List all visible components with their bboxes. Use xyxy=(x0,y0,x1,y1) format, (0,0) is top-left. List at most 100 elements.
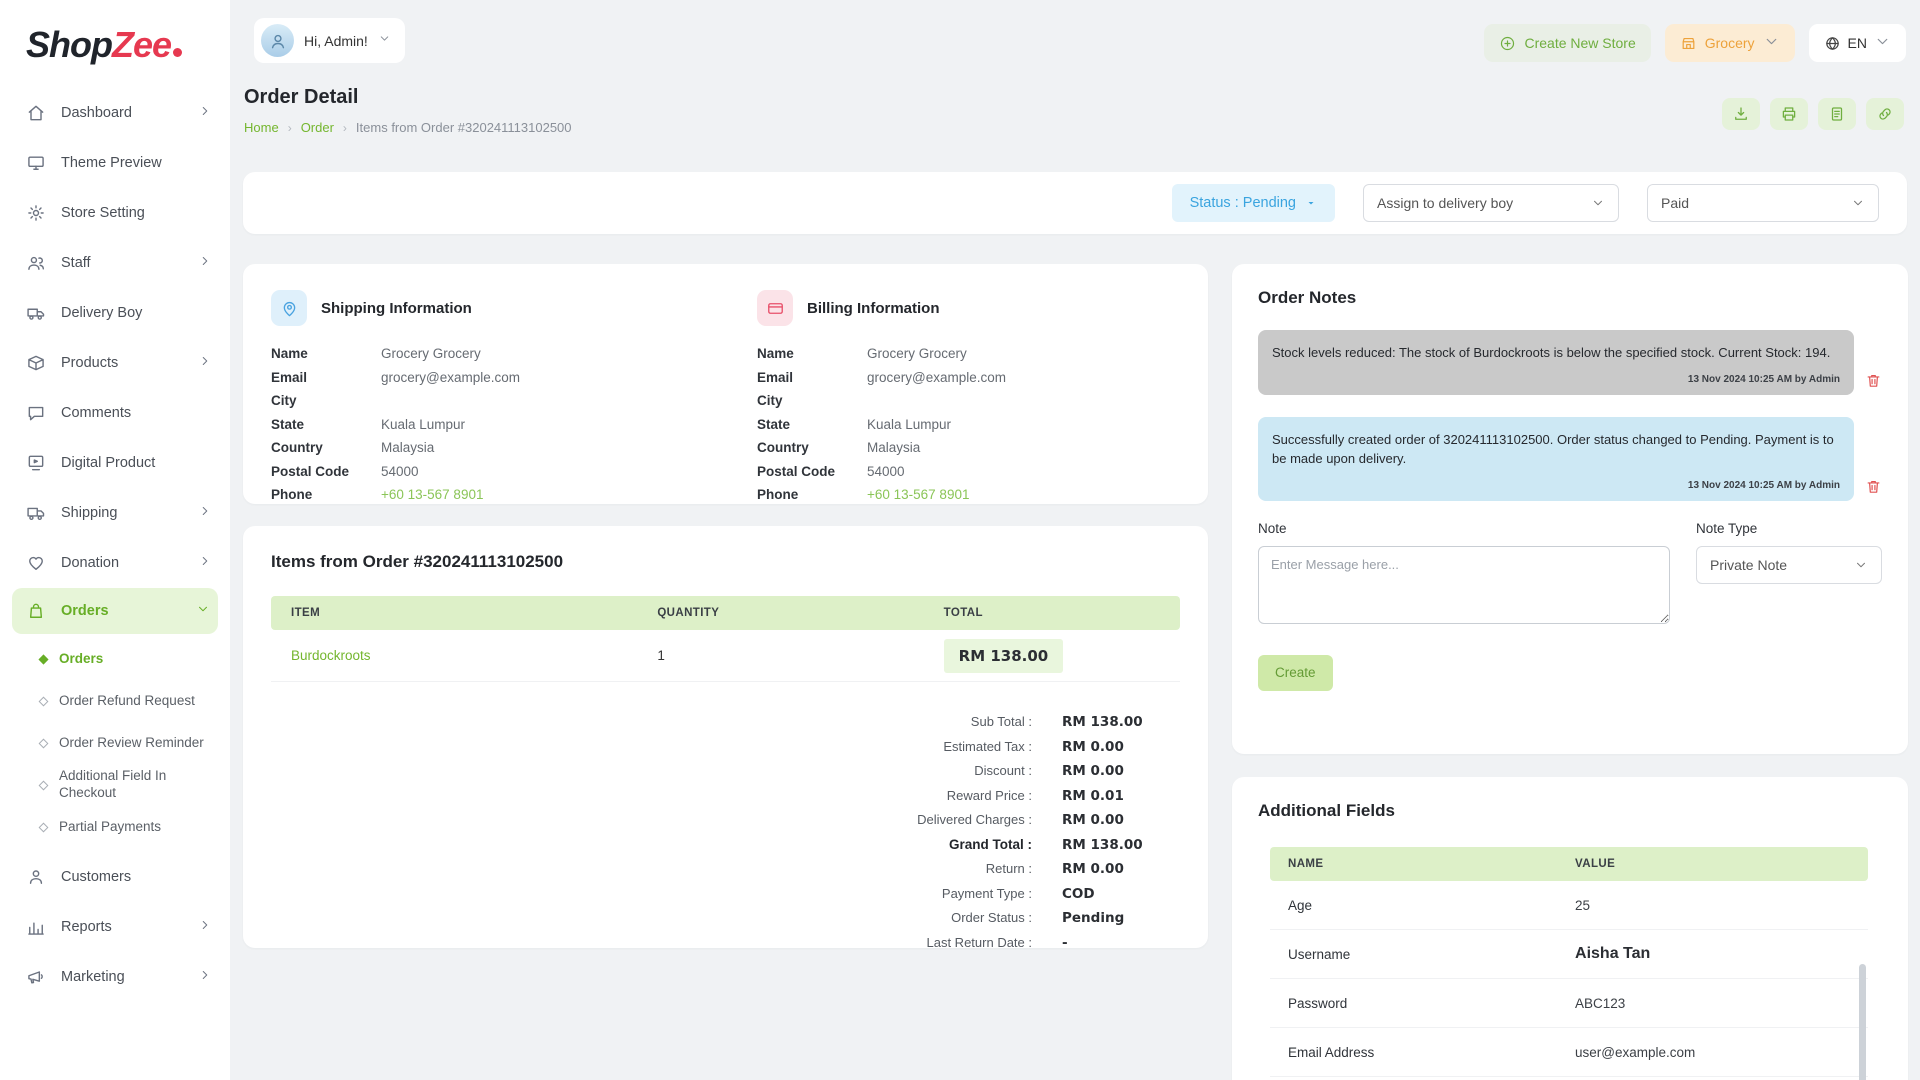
field-name: Password xyxy=(1288,995,1348,1011)
sidebar-item-label: Staff xyxy=(61,255,91,271)
billing-row-postal-code: Postal Code 54000 xyxy=(757,463,905,479)
store-selector-button[interactable]: Grocery xyxy=(1664,24,1795,62)
submenu-item-label: Orders xyxy=(59,650,104,666)
location-pin-icon xyxy=(271,290,307,326)
shipping-row-postal-code: Postal Code 54000 xyxy=(271,463,419,479)
field-value: ABC123 xyxy=(1575,995,1626,1011)
order-toolbar: Status : Pending Assign to delivery boy … xyxy=(243,172,1907,234)
billing-phone-link[interactable]: +60 13-567 8901 xyxy=(867,487,970,502)
home-icon xyxy=(28,105,44,121)
summary-row-return: Return : RM 0.00 xyxy=(985,861,1124,877)
table-row: Email Address user@example.com xyxy=(1270,1028,1868,1077)
chevron-right-icon xyxy=(198,968,212,986)
sidebar-item-customers[interactable]: Customers xyxy=(0,852,230,902)
download-icon xyxy=(1735,107,1747,120)
table-scrollbar[interactable] xyxy=(1859,964,1866,1080)
shipping-row-name: Name Grocery Grocery xyxy=(271,346,481,361)
note-type-select[interactable]: Private Note xyxy=(1696,545,1882,584)
sidebar-item-theme-preview[interactable]: Theme Preview xyxy=(0,138,230,188)
additional-fields-card: Additional Fields NAME VALUE Age 25 User… xyxy=(1232,777,1908,1080)
billing-title: Billing Information xyxy=(807,299,940,317)
shopzee-logo[interactable]: ShopZee xyxy=(0,0,230,66)
diamond-icon xyxy=(38,780,49,790)
shipping-row-email: Email grocery@example.com xyxy=(271,369,521,385)
submenu-item-order-review-reminder[interactable]: Order Review Reminder xyxy=(0,722,230,764)
shipping-row-state: State Kuala Lumpur xyxy=(271,416,466,432)
submenu-item-additional-field-in-checkout[interactable]: Additional Field In Checkout xyxy=(0,764,200,806)
trash-icon xyxy=(1867,374,1880,387)
order-summary: Sub Total : RM 138.00 Estimated Tax : RM 0… xyxy=(271,710,1180,955)
sidebar-item-comments[interactable]: Comments xyxy=(0,388,230,438)
delete-note-button[interactable] xyxy=(1865,372,1882,392)
shipping-billing-card: Shipping Information Name Grocery Grocery… xyxy=(243,264,1208,504)
shipping-phone-link[interactable]: +60 13-567 8901 xyxy=(381,487,484,502)
invoice-button[interactable] xyxy=(1818,98,1856,130)
breadcrumb-order[interactable]: Order xyxy=(300,120,334,135)
submenu-item-order-refund-request[interactable]: Order Refund Request xyxy=(0,680,230,722)
sidebar-item-label: Products xyxy=(61,355,119,371)
language-selector-button[interactable]: EN xyxy=(1808,24,1906,62)
sidebar-item-reports[interactable]: Reports xyxy=(0,902,230,952)
storefront-icon xyxy=(1682,37,1695,49)
note-text: Stock levels reduced: The stock of Burdo… xyxy=(1272,345,1831,360)
chevron-down-icon xyxy=(378,32,391,50)
sidebar-item-label: Digital Product xyxy=(61,455,156,471)
billing-row-country: Country Malaysia xyxy=(757,440,921,455)
page-title: Order Detail xyxy=(244,86,359,108)
item-name-link[interactable]: Burdockroots xyxy=(291,648,371,663)
sidebar-item-dashboard[interactable]: Dashboard xyxy=(0,88,230,138)
table-row: Burdockroots 1 RM 138.00 xyxy=(271,630,1180,682)
note-meta: 13 Nov 2024 10:25 AM by Admin xyxy=(1687,479,1840,491)
print-button[interactable] xyxy=(1770,98,1808,130)
monitor-icon xyxy=(28,156,44,170)
table-row: Password ABC123 xyxy=(1270,979,1868,1028)
user-icon xyxy=(29,870,43,884)
delete-note-button[interactable] xyxy=(1865,478,1882,498)
additional-fields-header: NAME VALUE xyxy=(1270,847,1868,881)
submenu-item-label: Order Refund Request xyxy=(59,692,195,708)
chevron-down-icon xyxy=(196,602,210,620)
sidebar-item-label: Theme Preview xyxy=(61,155,162,171)
note-type-value: Private Note xyxy=(1710,556,1788,573)
items-table-header: ITEM QUANTITY TOTAL xyxy=(271,596,1180,630)
submenu-item-orders[interactable]: Orders xyxy=(0,638,230,680)
item-total: RM 138.00 xyxy=(943,638,1064,673)
assign-delivery-boy-select[interactable]: Assign to delivery boy xyxy=(1363,184,1619,222)
billing-row-phone: Phone +60 13-567 8901 xyxy=(757,483,1180,507)
field-name: Email Address xyxy=(1288,1044,1375,1060)
sidebar-item-delivery-boy[interactable]: Delivery Boy xyxy=(0,288,230,338)
items-section-title: Items from Order #320241113102500 xyxy=(271,552,564,571)
sidebar-nav: Dashboard Theme Preview Store Setting St… xyxy=(0,88,230,1002)
topbar-actions: Create New Store Grocery EN xyxy=(1484,24,1906,62)
summary-row-reward-price: Reward Price : RM 0.01 xyxy=(946,787,1124,804)
note-message-input[interactable] xyxy=(1258,545,1670,624)
chevron-right-icon xyxy=(198,254,212,272)
note-entry: Stock levels reduced: The stock of Burdo… xyxy=(1258,330,1882,395)
payment-status-select[interactable]: Paid xyxy=(1647,184,1879,222)
sidebar-item-products[interactable]: Products xyxy=(0,338,230,388)
sidebar-item-marketing[interactable]: Marketing xyxy=(0,952,230,1002)
document-icon xyxy=(1831,107,1843,121)
sidebar-item-shipping[interactable]: Shipping xyxy=(0,488,230,538)
create-note-button[interactable]: Create xyxy=(1258,654,1333,691)
sidebar-item-donation[interactable]: Donation xyxy=(0,538,230,588)
sidebar-item-staff[interactable]: Staff xyxy=(0,238,230,288)
download-button[interactable] xyxy=(1722,98,1760,130)
users-icon xyxy=(28,256,45,270)
sidebar-item-digital-product[interactable]: Digital Product xyxy=(0,438,230,488)
diamond-icon xyxy=(38,738,49,748)
copy-link-button[interactable] xyxy=(1866,98,1904,130)
user-menu[interactable]: Hi, Admin! xyxy=(254,18,405,63)
chevron-down-icon xyxy=(1763,33,1780,53)
sidebar-item-orders[interactable]: Orders xyxy=(12,588,218,634)
submenu-item-partial-payments[interactable]: Partial Payments xyxy=(0,806,230,848)
sidebar-item-store-setting[interactable]: Store Setting xyxy=(0,188,230,238)
breadcrumb-home[interactable]: Home xyxy=(244,120,279,135)
order-status-dropdown[interactable]: Status : Pending xyxy=(1171,184,1335,222)
shipping-row-phone: Phone +60 13-567 8901 xyxy=(271,483,757,507)
store-selector-label: Grocery xyxy=(1704,35,1755,51)
summary-row-payment-type: Payment Type : COD xyxy=(941,885,1095,902)
breadcrumb: Home › Order › Items from Order #3202411… xyxy=(244,120,572,135)
billing-row-city: City xyxy=(757,393,783,408)
create-new-store-button[interactable]: Create New Store xyxy=(1484,24,1651,62)
